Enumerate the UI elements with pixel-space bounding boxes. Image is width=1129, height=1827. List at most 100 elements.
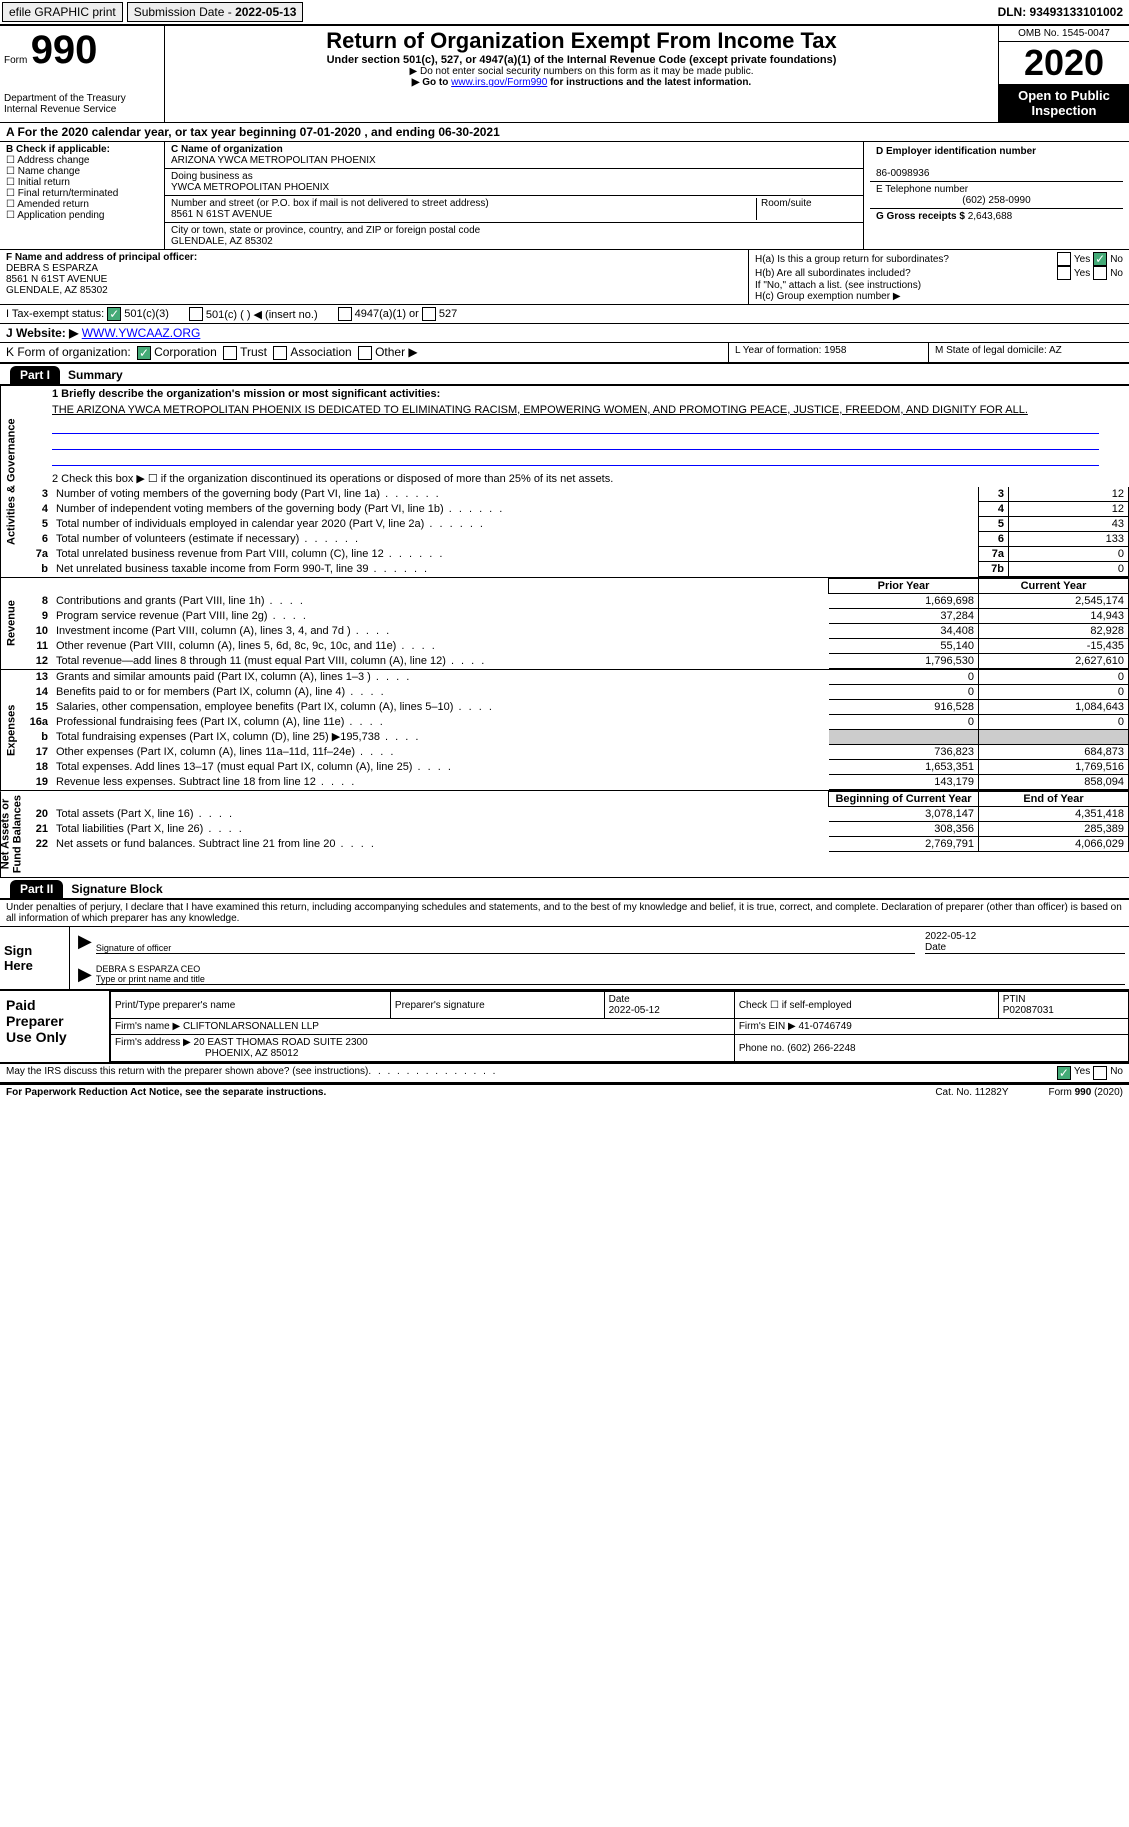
- table-row: 21 Total liabilities (Part X, line 26) .…: [22, 821, 1129, 836]
- hb-no-checkbox[interactable]: [1093, 266, 1107, 280]
- ha-no-checkbox[interactable]: ✓: [1093, 252, 1107, 266]
- box-b-item[interactable]: Amended return: [6, 199, 158, 210]
- hb-yes-checkbox[interactable]: [1057, 266, 1071, 280]
- website-row: J Website: ▶ WWW.YWCAAZ.ORG: [0, 324, 1129, 343]
- identity-row: B Check if applicable: Address changeNam…: [0, 142, 1129, 250]
- open-to-public: Open to Public Inspection: [999, 84, 1129, 122]
- form-title: Return of Organization Exempt From Incom…: [167, 28, 996, 54]
- note-goto: ▶ Go to www.irs.gov/Form990 for instruct…: [167, 77, 996, 88]
- box-b-item[interactable]: Address change: [6, 155, 158, 166]
- revenue-section: Revenue Prior Year Current Year 8 Contri…: [0, 578, 1129, 670]
- discuss-yes-checkbox[interactable]: ✓: [1057, 1066, 1071, 1080]
- header-center: Return of Organization Exempt From Incom…: [165, 26, 999, 122]
- header: Form 990 Department of the Treasury Inte…: [0, 26, 1129, 123]
- paid-preparer-section: Paid Preparer Use Only Print/Type prepar…: [0, 990, 1129, 1063]
- box-b-item[interactable]: Application pending: [6, 210, 158, 221]
- header-right: OMB No. 1545-0047 2020 Open to Public In…: [999, 26, 1129, 122]
- sign-arrow-icon: ▶: [74, 964, 96, 985]
- 4947a1-checkbox[interactable]: [338, 307, 352, 321]
- ein: 86-0098936: [876, 168, 929, 179]
- table-row: b Net unrelated business taxable income …: [22, 561, 1129, 576]
- box-b-item[interactable]: Name change: [6, 166, 158, 177]
- preparer-date-cell: Date2022-05-12: [604, 992, 734, 1019]
- note-ssn: ▶ Do not enter social security numbers o…: [167, 66, 996, 77]
- table-row: 12 Total revenue—add lines 8 through 11 …: [22, 653, 1129, 668]
- period-row: A For the 2020 calendar year, or tax yea…: [0, 123, 1129, 142]
- table-row: 17 Other expenses (Part IX, column (A), …: [22, 744, 1129, 759]
- line-2: 2 Check this box ▶ ☐ if the organization…: [22, 470, 1129, 487]
- trust-checkbox[interactable]: [223, 346, 237, 360]
- form-number-box: Form 990 Department of the Treasury Inte…: [0, 26, 165, 122]
- discuss-preparer-row: May the IRS discuss this return with the…: [0, 1063, 1129, 1084]
- table-row: 22 Net assets or fund balances. Subtract…: [22, 836, 1129, 851]
- side-tab-governance: Activities & Governance: [0, 386, 22, 577]
- table-row: 7a Total unrelated business revenue from…: [22, 546, 1129, 561]
- table-row: 19 Revenue less expenses. Subtract line …: [22, 774, 1129, 789]
- box-l: L Year of formation: 1958: [729, 343, 929, 362]
- part1-header: Part I Summary: [0, 364, 1129, 386]
- governance-section: Activities & Governance 1 Briefly descri…: [0, 386, 1129, 578]
- part2-header: Part II Signature Block: [0, 878, 1129, 900]
- table-row: 11 Other revenue (Part VIII, column (A),…: [22, 638, 1129, 653]
- side-tab-netassets: Net Assets or Fund Balances: [0, 791, 22, 877]
- box-c: C Name of organization ARIZONA YWCA METR…: [165, 142, 864, 249]
- netassets-section: Net Assets or Fund Balances Beginning of…: [0, 791, 1129, 878]
- omb-number: OMB No. 1545-0047: [999, 26, 1129, 42]
- sign-here-label: Sign Here: [0, 927, 70, 989]
- expenses-table: 13 Grants and similar amounts paid (Part…: [22, 670, 1129, 790]
- table-row: 10 Investment income (Part VIII, column …: [22, 623, 1129, 638]
- 501c3-checkbox[interactable]: ✓: [107, 307, 121, 321]
- officer-row: F Name and address of principal officer:…: [0, 250, 1129, 305]
- revenue-table: Prior Year Current Year 8 Contributions …: [22, 578, 1129, 669]
- side-tab-revenue: Revenue: [0, 578, 22, 669]
- box-m: M State of legal domicile: AZ: [929, 343, 1129, 362]
- firm-phone-cell: Phone no. (602) 266-2248: [734, 1035, 1128, 1062]
- box-h: H(a) Is this a group return for subordin…: [749, 250, 1129, 304]
- box-d: D Employer identification number 86-0098…: [864, 142, 1129, 249]
- self-employed-check[interactable]: Check ☐ if self-employed: [734, 992, 998, 1019]
- corp-checkbox[interactable]: ✓: [137, 346, 151, 360]
- netassets-table: Beginning of Current Year End of Year 20…: [22, 791, 1129, 852]
- governance-table: 3 Number of voting members of the govern…: [22, 487, 1129, 577]
- table-row: 5 Total number of individuals employed i…: [22, 516, 1129, 531]
- form-subtitle: Under section 501(c), 527, or 4947(a)(1)…: [167, 54, 996, 66]
- instructions-link[interactable]: www.irs.gov/Form990: [451, 77, 547, 88]
- tax-year: 2020: [999, 42, 1129, 84]
- submission-date-box: Submission Date - 2022-05-13: [127, 2, 304, 22]
- assoc-checkbox[interactable]: [273, 346, 287, 360]
- officer-signature-line[interactable]: Signature of officer: [96, 931, 915, 954]
- 501c-checkbox[interactable]: [189, 307, 203, 321]
- box-b: B Check if applicable: Address changeNam…: [0, 142, 165, 249]
- preparer-sig-cell: Preparer's signature: [390, 992, 604, 1019]
- form-version: Form 990 (2020): [1049, 1087, 1123, 1098]
- table-row: 16a Professional fundraising fees (Part …: [22, 714, 1129, 729]
- table-row: 6 Total number of volunteers (estimate i…: [22, 531, 1129, 546]
- 527-checkbox[interactable]: [422, 307, 436, 321]
- paid-preparer-label: Paid Preparer Use Only: [0, 991, 110, 1062]
- box-b-item[interactable]: Initial return: [6, 177, 158, 188]
- firm-address-cell: Firm's address ▶ 20 EAST THOMAS ROAD SUI…: [111, 1035, 735, 1062]
- form-of-org-row: K Form of organization: ✓Corporation Tru…: [0, 343, 1129, 364]
- firm-ein-cell: Firm's EIN ▶ 41-0746749: [734, 1019, 1128, 1035]
- group-exemption: H(c) Group exemption number ▶: [755, 291, 1123, 302]
- topbar: efile GRAPHIC print Submission Date - 20…: [0, 0, 1129, 26]
- box-b-item[interactable]: Final return/terminated: [6, 188, 158, 199]
- other-checkbox[interactable]: [358, 346, 372, 360]
- gross-receipts: 2,643,688: [968, 211, 1013, 222]
- expenses-section: Expenses 13 Grants and similar amounts p…: [0, 670, 1129, 791]
- table-row: b Total fundraising expenses (Part IX, c…: [22, 729, 1129, 744]
- table-row: 14 Benefits paid to or for members (Part…: [22, 684, 1129, 699]
- website-link[interactable]: WWW.YWCAAZ.ORG: [82, 326, 201, 340]
- table-row: 9 Program service revenue (Part VIII, li…: [22, 608, 1129, 623]
- firm-name-cell: Firm's name ▶ CLIFTONLARSONALLEN LLP: [111, 1019, 735, 1035]
- city-state-zip: GLENDALE, AZ 85302: [171, 236, 273, 247]
- dba-name: YWCA METROPOLITAN PHOENIX: [171, 182, 329, 193]
- preparer-name-cell: Print/Type preparer's name: [111, 992, 391, 1019]
- discuss-no-checkbox[interactable]: [1093, 1066, 1107, 1080]
- mission-text: THE ARIZONA YWCA METROPOLITAN PHOENIX IS…: [22, 402, 1129, 418]
- efile-print-button[interactable]: efile GRAPHIC print: [2, 2, 123, 22]
- officer-name: DEBRA S ESPARZA: [6, 263, 98, 274]
- dln: DLN: 93493133101002: [998, 5, 1129, 19]
- ha-yes-checkbox[interactable]: [1057, 252, 1071, 266]
- table-row: 20 Total assets (Part X, line 16) . . . …: [22, 806, 1129, 821]
